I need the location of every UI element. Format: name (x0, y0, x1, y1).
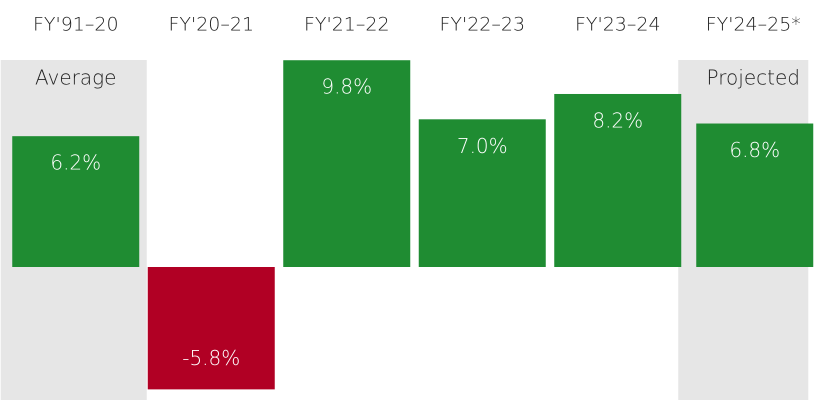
bar (147, 267, 275, 390)
annotation: Average (35, 66, 116, 90)
annotation: Projected (707, 66, 800, 90)
bar (554, 93, 682, 267)
bar (12, 136, 140, 267)
value-label: 8.2% (592, 108, 643, 132)
x-tick-label: FY'20–21 (168, 14, 254, 36)
x-tick-label: FY'24–25* (706, 14, 801, 36)
bar (418, 119, 546, 267)
value-label: 7.0% (457, 134, 508, 158)
bar (283, 60, 411, 267)
x-tick-label: FY'91–20 (33, 14, 119, 36)
x-tick-label: FY'21–22 (304, 14, 390, 36)
x-tick-label: FY'22–23 (439, 14, 525, 36)
x-tick-label: FY'23–24 (575, 14, 661, 36)
bar (696, 123, 814, 268)
value-label: 6.8% (729, 138, 780, 162)
value-label: 6.2% (50, 151, 101, 175)
value-label: -5.8% (182, 346, 240, 370)
value-label: 9.8% (321, 75, 372, 99)
